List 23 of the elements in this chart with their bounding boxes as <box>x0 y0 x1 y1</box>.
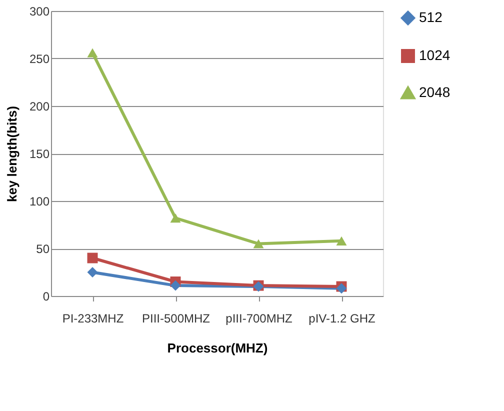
point <box>336 236 347 246</box>
point <box>170 214 181 223</box>
y-tick-label: 0 <box>42 290 50 304</box>
point <box>170 280 181 291</box>
y-tick-label: 250 <box>29 52 50 66</box>
legend-label: 1024 <box>419 47 450 63</box>
y-tick-label: 300 <box>29 4 50 18</box>
point <box>87 48 98 58</box>
x-tick-label: pIV-1.2 GHZ <box>308 312 376 326</box>
x-axis-title: Processor(MHZ) <box>167 340 268 356</box>
legend-label: 2048 <box>419 84 450 100</box>
y-axis-title: key length(bits) <box>4 106 20 202</box>
legend-label: 512 <box>419 9 443 25</box>
y-tick-label: 200 <box>29 100 50 114</box>
y-tick-label: 150 <box>29 147 50 161</box>
x-tick-label: PI-233MHZ <box>62 312 124 326</box>
point <box>87 252 98 264</box>
x-tick-label: PIII-500MHZ <box>142 312 210 326</box>
point <box>87 267 98 278</box>
y-tick-label: 100 <box>29 194 50 208</box>
point <box>253 239 264 248</box>
y-tick-label: 50 <box>36 242 50 256</box>
x-tick-label: pIII-700MHZ <box>226 312 292 326</box>
